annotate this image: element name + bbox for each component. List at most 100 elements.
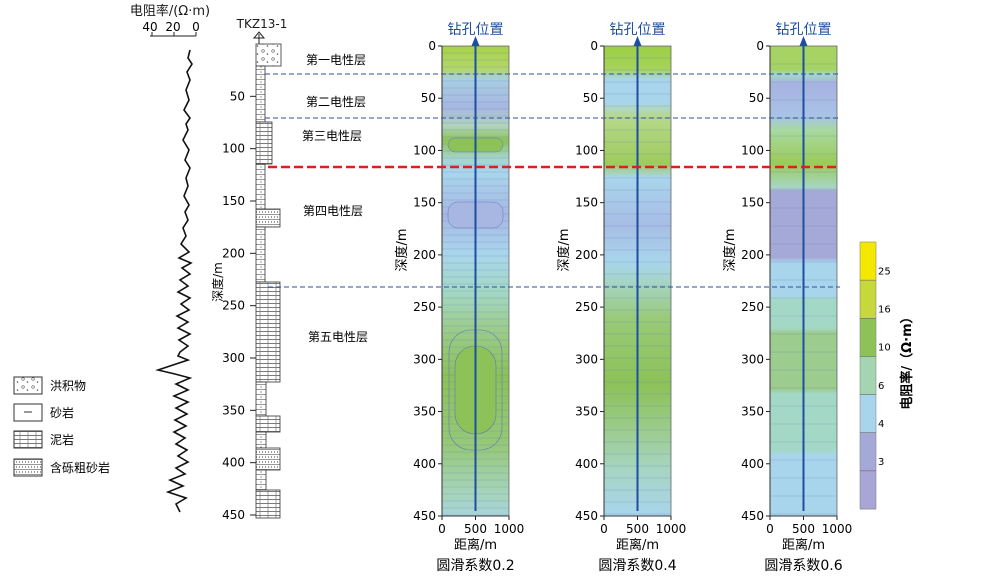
resistivity-log-title: 电阻率/(Ω·m) — [130, 3, 210, 19]
borehole-position-label: 钻孔位置 — [610, 22, 666, 38]
panel-y-tick-label: 450 — [413, 509, 436, 523]
log-tick-40: 40 — [142, 20, 157, 34]
panel-y-tick-label: 350 — [741, 405, 764, 419]
panel-y-tick-label: 50 — [421, 91, 436, 105]
panel-x-tick-label: 1000 — [494, 522, 525, 536]
layer-4-label: 第四电性层 — [303, 204, 363, 218]
panel-y-tick-label: 450 — [741, 509, 764, 523]
layer-2-label: 第二电性层 — [306, 95, 366, 109]
panel-y-tick-label: 100 — [413, 143, 436, 157]
panel-y-tick-label: 450 — [575, 509, 598, 523]
panel-y-tick-label: 150 — [575, 196, 598, 210]
borehole-depth-tick-label: 200 — [222, 246, 245, 260]
panel-x-tick-label: 500 — [464, 522, 487, 536]
borehole-top-marker — [252, 31, 266, 44]
panel-y-tick-label: 300 — [741, 352, 764, 366]
panel-y-tick-label: 150 — [741, 196, 764, 210]
resistivity-log-ticks: 40 20 0 — [142, 20, 200, 36]
borehole-depth-tick-label: 150 — [222, 194, 245, 208]
borehole-depth-tick-label: 250 — [222, 299, 245, 313]
legend-swatch-mud — [13, 430, 43, 449]
borehole-depth-tick-label: 400 — [222, 456, 245, 470]
layer-3-label: 第三电性层 — [302, 129, 362, 143]
panel-y-tick-label: 50 — [749, 91, 764, 105]
colorbar-swatch — [860, 470, 876, 510]
layer-5-label: 第五电性层 — [308, 330, 368, 344]
boundary-lines — [265, 73, 840, 288]
borehole-depth-label: 深度/m — [210, 262, 225, 302]
colorbar-swatch — [860, 356, 876, 396]
panel-x-label: 距离/m — [454, 537, 497, 553]
borehole-depth-axis: 深度/m 50 100 150 200 250 300 350 400 450 — [210, 89, 256, 522]
panel-y-tick-label: 100 — [741, 143, 764, 157]
legend-label-sand: 砂岩 — [50, 405, 74, 420]
panel-y-tick-label: 400 — [413, 457, 436, 471]
panel-y-label: 深度/m — [394, 228, 410, 271]
panel-caption: 圆滑系数0.6 — [764, 557, 842, 574]
panel-y-tick-label: 150 — [413, 196, 436, 210]
panel-y-tick-label: 250 — [741, 300, 764, 314]
colorbar-tick-label: 4 — [878, 419, 884, 430]
legend-swatch-flood — [13, 376, 43, 395]
borehole-depth-tick-label: 100 — [222, 142, 245, 156]
legend-label-gravel: 含砾粗砂岩 — [50, 460, 110, 475]
panel-x-tick-label: 500 — [626, 522, 649, 536]
borehole-depth-tick-label: 50 — [230, 89, 245, 103]
panel-x-tick-label: 1000 — [822, 522, 853, 536]
panel-y-label: 深度/m — [556, 228, 572, 271]
borehole-arrow-head — [633, 36, 642, 46]
borehole-position-label: 钻孔位置 — [776, 22, 832, 38]
borehole-column — [255, 43, 282, 519]
panel-x-tick-label: 0 — [766, 522, 774, 536]
colorbar-tick-label: 3 — [878, 457, 884, 468]
panel-y-tick-label: 0 — [428, 39, 436, 53]
panel-y-tick-label: 200 — [575, 248, 598, 262]
panel-x-label: 距离/m — [616, 537, 659, 553]
legend-swatch-gravel — [13, 458, 43, 477]
panel-y-tick-label: 350 — [413, 405, 436, 419]
legend-label-mud: 泥岩 — [50, 432, 74, 447]
panel-caption: 圆滑系数0.4 — [598, 557, 676, 574]
colorbar-swatch — [860, 318, 876, 357]
borehole-arrow-head — [799, 36, 808, 46]
colorbar-swatch — [860, 394, 876, 434]
colorbar-tick-label: 25 — [878, 266, 891, 277]
resistivity-curve — [155, 49, 193, 513]
legend-label-flood: 洪积物 — [50, 379, 86, 393]
colorbar-frame — [859, 241, 877, 510]
borehole-depth-tick-label: 300 — [222, 351, 245, 365]
colorbar-swatch — [860, 432, 876, 472]
panel-y-tick-label: 250 — [575, 300, 598, 314]
panel-y-tick-label: 300 — [413, 352, 436, 366]
panel-y-tick-label: 300 — [575, 352, 598, 366]
borehole-arrow-head — [471, 36, 480, 46]
log-tick-20: 20 — [165, 20, 180, 34]
panel-y-tick-label: 0 — [756, 39, 764, 53]
panel-x-tick-label: 500 — [792, 522, 815, 536]
panel-y-tick-label: 400 — [741, 457, 764, 471]
borehole-position-label: 钻孔位置 — [448, 22, 504, 38]
panel-x-tick-label: 1000 — [656, 522, 687, 536]
panel-y-tick-label: 400 — [575, 457, 598, 471]
colorbar-tick-label: 16 — [878, 305, 891, 316]
layer-1-label: 第一电性层 — [306, 53, 366, 67]
colorbar: 25 16 10 6 4 3 — [859, 241, 891, 510]
panel-caption: 圆滑系数0.2 — [436, 557, 514, 574]
colorbar-swatch — [860, 280, 876, 319]
colorbar-title: 电阻率/（Ω·m） — [899, 310, 915, 409]
panel-x-tick-label: 0 — [438, 522, 446, 536]
panel-y-tick-label: 100 — [575, 143, 598, 157]
layer-labels: 第一电性层 第二电性层 第三电性层 第四电性层 第五电性层 — [302, 53, 368, 344]
panel-y-tick-label: 200 — [741, 248, 764, 262]
panel-y-tick-label: 250 — [413, 300, 436, 314]
borehole-depth-tick-label: 450 — [222, 508, 245, 522]
panel-y-label: 深度/m — [722, 228, 738, 271]
panel-x-tick-label: 0 — [600, 522, 608, 536]
panel-y-tick-label: 200 — [413, 248, 436, 262]
colorbar-tick-label: 6 — [878, 381, 884, 392]
